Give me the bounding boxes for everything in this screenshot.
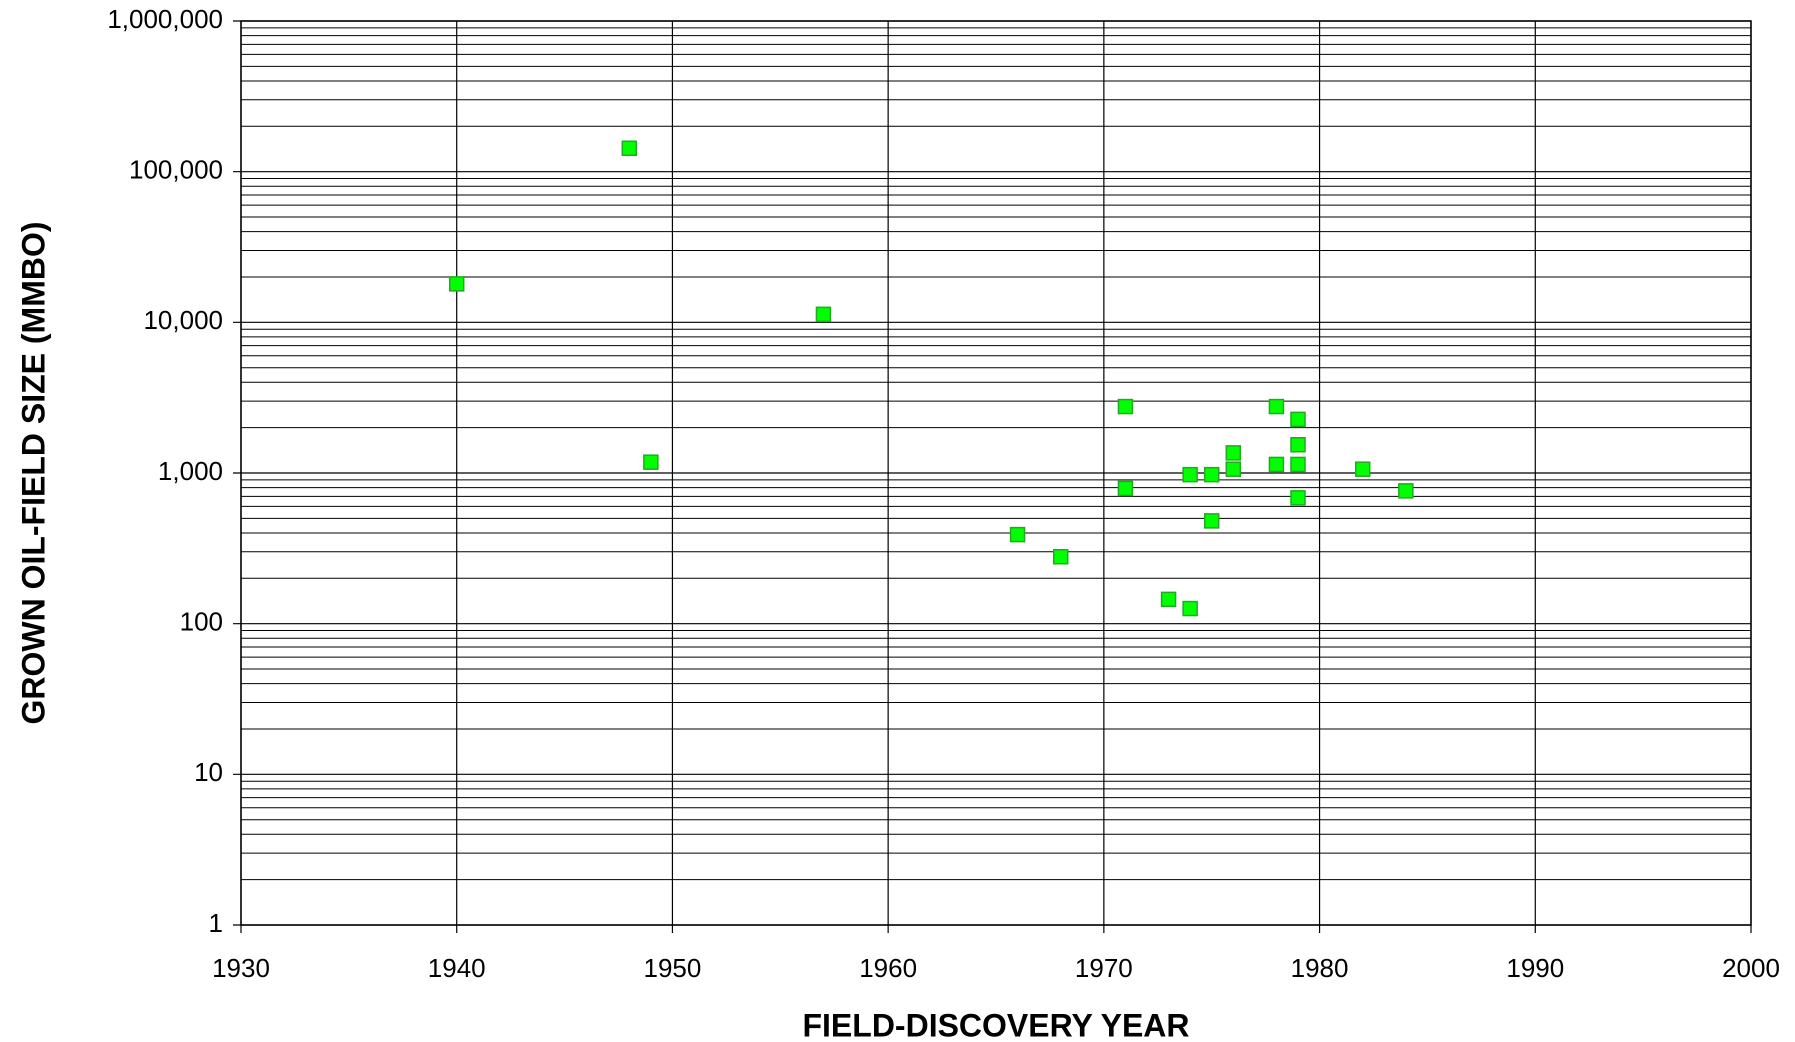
y-tick-label: 100	[180, 607, 223, 637]
x-tick-label: 1980	[1291, 953, 1349, 983]
y-tick-label: 1,000,000	[107, 4, 223, 34]
x-tick-label: 1970	[1075, 953, 1133, 983]
point	[1290, 490, 1306, 506]
y-tick-label: 100,000	[129, 155, 223, 185]
point	[1290, 436, 1306, 453]
point	[1117, 480, 1134, 497]
point	[1225, 445, 1242, 461]
y-axis-title: GROWN OIL-FIELD SIZE (MMBO)	[15, 221, 51, 724]
point	[1117, 398, 1134, 415]
x-tick-label: 1950	[644, 953, 702, 983]
x-tick-label: 2000	[1722, 953, 1780, 983]
point	[1009, 526, 1026, 543]
point	[1398, 483, 1414, 499]
x-tick-label: 1990	[1506, 953, 1564, 983]
plot-frame	[240, 20, 1752, 926]
point	[1225, 461, 1242, 477]
point	[1203, 513, 1220, 529]
y-tick-label: 10	[194, 757, 223, 787]
point	[1182, 466, 1198, 483]
x-axis-title: FIELD-DISCOVERY YEAR	[802, 1007, 1189, 1042]
point	[815, 306, 832, 323]
point	[621, 140, 638, 157]
point	[448, 276, 465, 292]
point	[1268, 398, 1285, 415]
point	[1203, 466, 1220, 483]
point	[1052, 549, 1069, 565]
y-tick-label: 10,000	[143, 305, 223, 335]
point	[1268, 456, 1285, 473]
y-tick-label: 1,000	[158, 456, 223, 486]
point	[643, 454, 659, 470]
point	[1182, 600, 1198, 617]
y-tick-label: 1	[209, 908, 223, 938]
x-tick-label: 1940	[428, 953, 486, 983]
point	[1160, 591, 1177, 608]
point	[1290, 411, 1306, 428]
point	[1354, 461, 1371, 477]
x-tick-label: 1930	[212, 953, 270, 983]
x-tick-label: 1960	[859, 953, 917, 983]
point	[1290, 456, 1306, 473]
